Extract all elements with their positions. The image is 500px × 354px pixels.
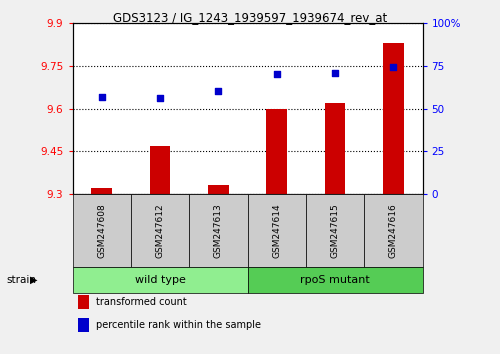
Bar [266,109,287,194]
Point [390,65,398,70]
Text: percentile rank within the sample: percentile rank within the sample [96,320,261,330]
Point [272,72,280,77]
Text: transformed count: transformed count [96,297,187,307]
Bar [208,185,229,194]
Point [156,96,164,101]
Text: GSM247614: GSM247614 [272,203,281,258]
Text: GSM247613: GSM247613 [214,203,223,258]
Text: GSM247615: GSM247615 [330,203,340,258]
Bar [92,188,112,194]
Text: rpoS mutant: rpoS mutant [300,275,370,285]
Text: GDS3123 / IG_1243_1939597_1939674_rev_at: GDS3123 / IG_1243_1939597_1939674_rev_at [113,11,387,24]
Text: GSM247616: GSM247616 [389,203,398,258]
Point [331,70,339,75]
Text: ▶: ▶ [30,275,38,285]
Text: GSM247608: GSM247608 [97,203,106,258]
Point [214,88,222,94]
Text: strain: strain [6,275,36,285]
Text: GSM247612: GSM247612 [156,203,164,258]
Bar [325,103,345,194]
Bar [150,145,170,194]
Bar [383,43,404,194]
Point [98,94,106,99]
Text: wild type: wild type [134,275,186,285]
